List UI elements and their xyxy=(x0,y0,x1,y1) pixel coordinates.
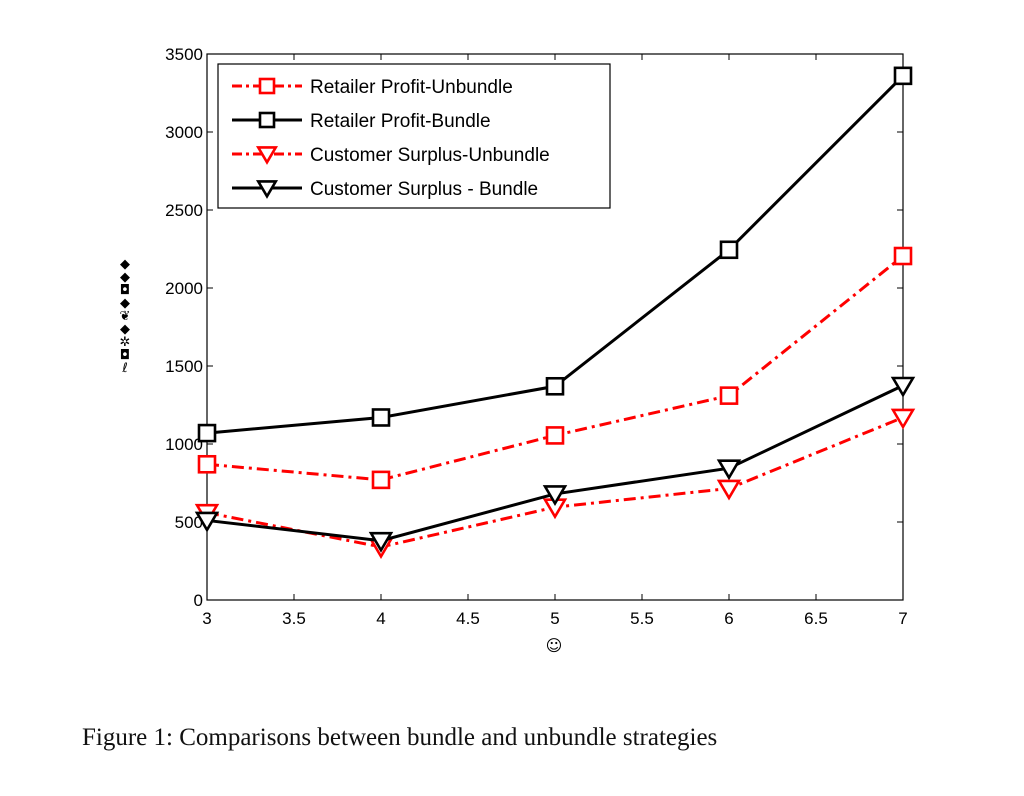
x-tick-label: 4 xyxy=(376,609,385,628)
triangle-down-marker xyxy=(716,459,742,481)
series-retailer-profit-bundle xyxy=(197,66,913,443)
y-axis-label: ◆ ◆ ◘ ◆ ❦ ◆ ✲ ◘ ℓ xyxy=(112,258,138,404)
series-layer xyxy=(194,66,916,560)
square-marker xyxy=(719,240,739,260)
triangle-down-marker xyxy=(890,376,916,398)
y-tick-label: 2000 xyxy=(165,279,203,298)
y-axis-label-glyph: ◆ xyxy=(120,257,130,272)
triangle-down-marker xyxy=(255,146,279,165)
y-tick-label: 500 xyxy=(175,513,203,532)
triangle-down-marker xyxy=(716,479,742,501)
x-tick-label: 6.5 xyxy=(804,609,828,628)
plot-axes: 3 3.5 4 4.5 5 5.5 6 6.5 7 0 500 1000 1500 2000 2500 300… xyxy=(165,45,908,628)
legend-entry-label: Customer Surplus - Bundle xyxy=(310,179,538,200)
square-marker xyxy=(258,111,276,129)
legend-entry-label: Retailer Profit-Bundle xyxy=(310,111,491,132)
square-marker xyxy=(893,246,913,266)
legend-entry-label: Customer Surplus-Unbundle xyxy=(310,145,550,166)
square-marker xyxy=(197,454,217,474)
x-tick-label: 3 xyxy=(202,609,211,628)
y-tick-label: 3500 xyxy=(165,45,203,64)
x-tick-label: 5 xyxy=(550,609,559,628)
square-marker xyxy=(545,376,565,396)
x-tick-label: 5.5 xyxy=(630,609,654,628)
y-axis-label-glyph: ◆ xyxy=(120,296,130,311)
y-axis-label-glyph: ◆ xyxy=(120,270,130,285)
triangle-down-marker xyxy=(255,180,279,199)
square-marker xyxy=(371,408,391,427)
x-tick-label: 3.5 xyxy=(282,609,306,628)
y-axis-label-glyph: ◘ xyxy=(119,348,131,363)
y-tick-label: 1000 xyxy=(165,435,203,454)
line-chart: 3 3.5 4 4.5 5 5.5 6 6.5 7 0 500 1000 1500 2000 2500 300… xyxy=(165,45,916,628)
x-tick-label: 4.5 xyxy=(456,609,480,628)
y-axis-label-glyph: ✲ xyxy=(119,335,131,350)
series-customer-surplus-bundle xyxy=(194,376,916,553)
square-marker xyxy=(371,470,391,490)
legend-entry-label: Retailer Profit-Unbundle xyxy=(310,77,513,98)
y-axis-label-glyph: ◘ xyxy=(119,283,131,298)
legend: Retailer Profit-Unbundle Retailer Profit-… xyxy=(217,63,611,209)
square-marker xyxy=(545,426,565,445)
x-axis-label: ☺ xyxy=(545,636,563,655)
legend-box xyxy=(217,63,611,209)
x-tick-label: 7 xyxy=(898,609,907,628)
triangle-down-marker xyxy=(368,531,394,553)
square-marker xyxy=(197,423,217,443)
y-tick-label: 0 xyxy=(194,591,203,610)
y-tick-label: 3000 xyxy=(165,123,203,142)
square-marker xyxy=(719,386,739,405)
y-axis-label-glyph: ❦ xyxy=(119,309,131,324)
triangle-down-marker xyxy=(542,485,568,506)
y-tick-label: 2500 xyxy=(165,201,203,220)
square-marker xyxy=(893,66,913,86)
triangle-down-marker xyxy=(890,408,916,430)
y-tick-label: 1500 xyxy=(165,357,203,376)
series-retailer-profit-unbundle xyxy=(197,246,913,490)
triangle-down-marker xyxy=(194,511,220,533)
square-marker xyxy=(258,77,276,95)
x-tick-label: 6 xyxy=(724,609,733,628)
y-axis-label-glyph: ◆ xyxy=(120,322,130,337)
figure-caption: Figure 1: Comparisons between bundle and… xyxy=(82,724,718,751)
y-axis-label-glyph: ℓ xyxy=(122,361,128,376)
